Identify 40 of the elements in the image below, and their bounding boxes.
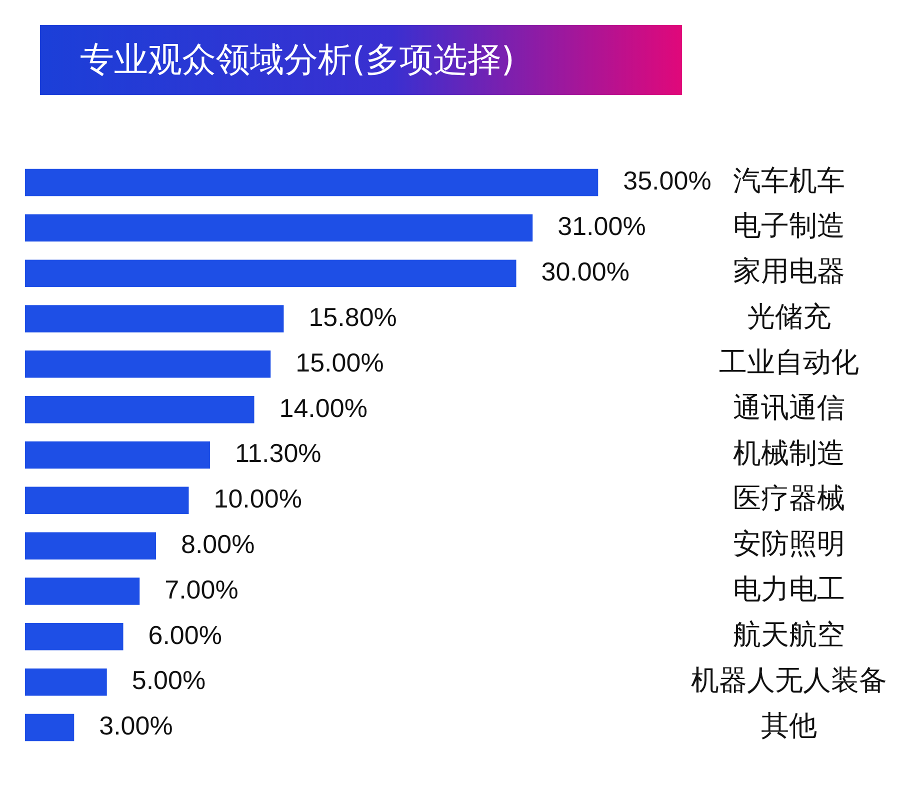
- bar: [25, 486, 189, 514]
- bar: [25, 396, 254, 424]
- bar: [25, 168, 598, 196]
- y-tick-label: 通讯通信: [733, 390, 845, 424]
- bar: [25, 532, 156, 560]
- data-label: 5.00%: [132, 665, 206, 696]
- data-label: 14.00%: [279, 392, 368, 423]
- bar: [25, 441, 210, 469]
- y-tick-label: 汽车机车: [733, 164, 845, 197]
- y-tick-label: 其他: [761, 708, 817, 742]
- bar: [25, 214, 533, 242]
- data-label: 6.00%: [148, 620, 222, 650]
- y-tick-label: 工业自动化: [719, 345, 859, 378]
- bar: [25, 350, 271, 378]
- y-tick-label: 电子制造: [733, 209, 845, 242]
- bar: [25, 623, 124, 650]
- data-label: 35.00%: [623, 166, 712, 196]
- bar: [25, 668, 107, 696]
- y-tick-label: 光储充: [747, 300, 831, 334]
- y-tick-label: 机器人无人装备: [691, 663, 887, 696]
- bar: [25, 260, 516, 287]
- bar: [25, 714, 74, 742]
- data-label: 3.00%: [99, 710, 173, 741]
- bar: [25, 578, 140, 605]
- y-tick-label: 家用电器: [733, 254, 845, 288]
- data-label: 31.00%: [558, 211, 646, 242]
- data-label: 15.80%: [308, 302, 397, 332]
- data-label: 8.00%: [181, 529, 255, 560]
- y-tick-label: 电力电工: [733, 572, 845, 606]
- y-tick-label: 安防照明: [733, 527, 845, 560]
- data-label: 10.00%: [214, 484, 302, 514]
- data-label: 7.00%: [164, 574, 238, 604]
- data-label: 15.00%: [296, 347, 384, 378]
- chart-title: 专业观众领域分析(多项选择): [40, 25, 682, 95]
- y-tick-label: 航天航空: [733, 618, 845, 651]
- data-label: 30.00%: [541, 256, 630, 287]
- y-tick-label: 医疗器械: [733, 482, 845, 515]
- data-label: 11.30%: [235, 438, 322, 468]
- bar: [25, 305, 284, 332]
- y-tick-label: 机械制造: [733, 436, 845, 470]
